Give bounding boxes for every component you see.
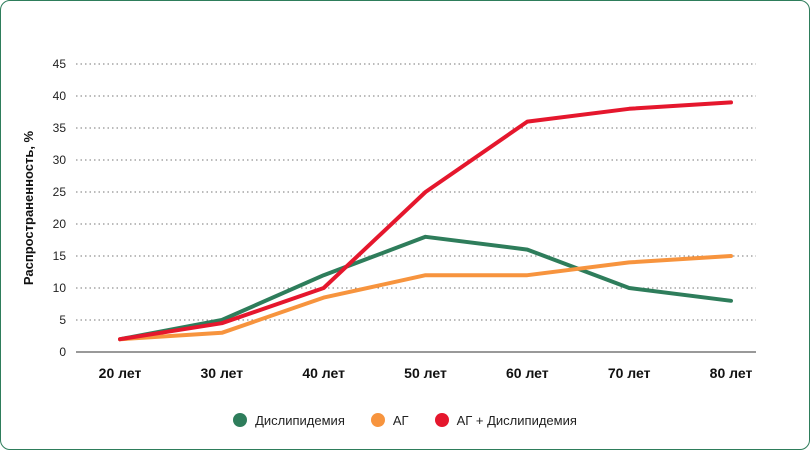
- y-axis-label: Распространенность, %: [21, 130, 36, 285]
- y-axis-ticks: 0 5 10 15 20 25 30 35 40 45: [53, 57, 67, 359]
- x-tick-label: 20 лет: [99, 365, 142, 381]
- y-tick-label: 15: [53, 249, 67, 263]
- x-tick-label: 70 лет: [608, 365, 651, 381]
- grid-lines: [76, 63, 756, 353]
- legend-marker-dyslipidemia: [233, 413, 248, 427]
- legend: Дислипидемия АГ АГ + Дислипидемия: [0, 405, 810, 435]
- legend-label-ag: АГ: [392, 412, 409, 428]
- legend-item-dyslipidemia: Дислипидемия: [233, 413, 345, 428]
- y-tick-label: 30: [53, 153, 67, 167]
- y-tick-label: 5: [59, 313, 66, 327]
- legend-label-dyslipidemia: Дислипидемия: [255, 412, 345, 428]
- legend-marker-ag-dyslipidemia: [434, 413, 449, 427]
- series-lines: [118, 100, 733, 342]
- legend-marker-ag: [370, 413, 385, 427]
- y-tick-label: 0: [59, 345, 66, 359]
- series-line-0: [118, 234, 733, 342]
- x-tick-label: 60 лет: [506, 365, 549, 381]
- y-tick-label: 35: [53, 121, 67, 135]
- y-tick-label: 40: [53, 89, 67, 103]
- legend-label-ag-dyslipidemia: АГ + Дислипидемия: [456, 412, 577, 428]
- series-line-1: [118, 254, 733, 342]
- x-tick-label: 50 лет: [404, 365, 447, 381]
- y-tick-label: 45: [53, 57, 67, 71]
- x-tick-label: 30 лет: [201, 365, 244, 381]
- x-tick-label: 80 лет: [710, 365, 753, 381]
- legend-item-ag: АГ: [370, 412, 409, 428]
- y-tick-label: 25: [53, 185, 67, 199]
- y-tick-label: 20: [53, 217, 67, 231]
- legend-item-ag-dyslipidemia: АГ + Дислипидемия: [434, 412, 577, 428]
- y-tick-label: 10: [53, 281, 67, 295]
- series-line-2: [118, 100, 733, 342]
- x-tick-label: 40 лет: [302, 365, 345, 381]
- line-chart: 0 5 10 15 20 25 30 35 40 45 20 лет 30 лет 40 лет 50 …: [21, 57, 756, 381]
- x-axis-ticks: 20 лет 30 лет 40 лет 50 лет 60 лет 70 лет 80 л…: [99, 365, 753, 381]
